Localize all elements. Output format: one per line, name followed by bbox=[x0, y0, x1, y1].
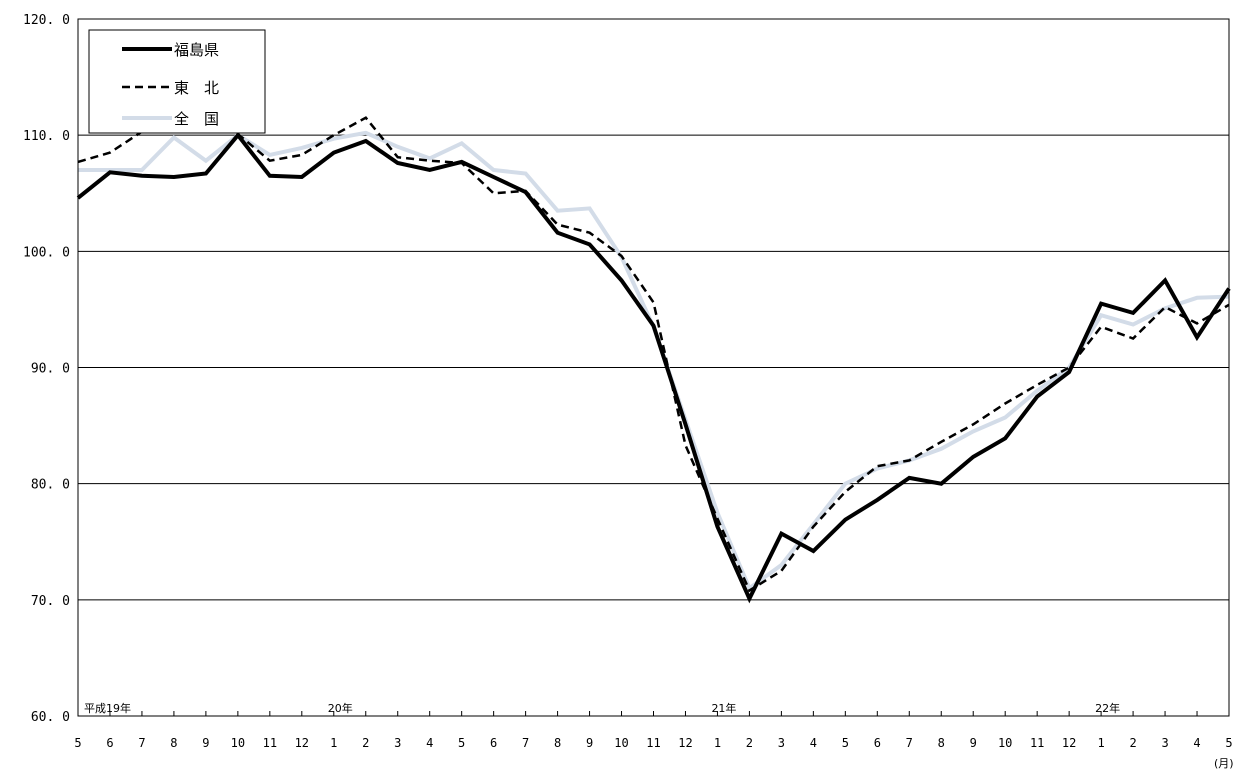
year-labels: 平成19年 20年 21年 22年 bbox=[84, 701, 1120, 715]
x-tick-label: 1 bbox=[714, 736, 721, 750]
y-tick-label: 100. 0 bbox=[23, 245, 70, 260]
x-tick-label: 11 bbox=[646, 736, 660, 750]
year-label: 22年 bbox=[1095, 701, 1120, 715]
legend: 福島県 東 北 全 国 bbox=[88, 29, 266, 134]
x-tick-label: 9 bbox=[202, 736, 209, 750]
y-tick-label: 60. 0 bbox=[31, 710, 70, 725]
x-tick-label: 5 bbox=[74, 736, 81, 750]
x-tick-label: 5 bbox=[842, 736, 849, 750]
x-tick-label: 4 bbox=[426, 736, 433, 750]
x-tick-label: 2 bbox=[1129, 736, 1136, 750]
legend-label-fukushima: 福島県 bbox=[174, 41, 219, 59]
x-tick-label: 6 bbox=[490, 736, 497, 750]
x-tick-labels: 5 6 7 8 9 10 11 12 1 2 3 4 5 6 7 8 9 10 11 12 1 2 3 4 5 6 7 8 9 10 11 1… bbox=[74, 711, 1233, 750]
x-tick-label: 10 bbox=[231, 736, 245, 750]
series-line-2 bbox=[78, 130, 1230, 592]
x-tick-label: 8 bbox=[554, 736, 561, 750]
x-tick-label: 11 bbox=[263, 736, 277, 750]
x-tick-label: 6 bbox=[106, 736, 113, 750]
year-label: 20年 bbox=[328, 701, 353, 715]
x-tick-label: 10 bbox=[614, 736, 628, 750]
year-label: 平成19年 bbox=[84, 701, 131, 715]
x-tick-label: 12 bbox=[295, 736, 309, 750]
x-tick-label: 5 bbox=[1225, 736, 1232, 750]
x-tick-label: 11 bbox=[1030, 736, 1044, 750]
legend-label-zenkoku: 全 国 bbox=[174, 110, 219, 128]
y-tick-label: 110. 0 bbox=[23, 129, 70, 144]
y-tick-label: 70. 0 bbox=[31, 594, 70, 609]
month-unit-label: (月) bbox=[1214, 757, 1234, 770]
x-tick-label: 12 bbox=[678, 736, 692, 750]
x-tick-label: 10 bbox=[998, 736, 1012, 750]
x-tick-label: 2 bbox=[746, 736, 753, 750]
legend-label-tohoku: 東 北 bbox=[174, 79, 219, 97]
series-line-1 bbox=[77, 116, 1230, 593]
x-tick-label: 7 bbox=[138, 736, 145, 750]
x-tick-label: 7 bbox=[522, 736, 529, 750]
legend-box bbox=[88, 29, 266, 134]
y-tick-labels: 60. 0 70. 0 80. 0 90. 0 100. 0 110. 0 120. 0 bbox=[23, 13, 70, 725]
x-tick-label: 9 bbox=[586, 736, 593, 750]
x-tick-label: 9 bbox=[970, 736, 977, 750]
series-lines bbox=[76, 116, 1231, 604]
x-tick-label: 2 bbox=[362, 736, 369, 750]
x-tick-label: 1 bbox=[330, 736, 337, 750]
x-tick-label: 6 bbox=[874, 736, 881, 750]
x-tick-label: 3 bbox=[1161, 736, 1168, 750]
x-tick-label: 12 bbox=[1062, 736, 1076, 750]
x-tick-label: 3 bbox=[394, 736, 401, 750]
x-tick-label: 5 bbox=[458, 736, 465, 750]
x-tick-label: 4 bbox=[810, 736, 817, 750]
x-tick-label: 8 bbox=[170, 736, 177, 750]
y-tick-label: 80. 0 bbox=[31, 478, 70, 493]
series-line-0 bbox=[76, 132, 1231, 604]
x-tick-label: 4 bbox=[1193, 736, 1200, 750]
gridlines bbox=[78, 134, 1229, 601]
year-label: 21年 bbox=[711, 701, 736, 715]
y-tick-label: 90. 0 bbox=[31, 362, 70, 377]
x-tick-label: 7 bbox=[906, 736, 913, 750]
x-tick-label: 1 bbox=[1097, 736, 1104, 750]
y-tick-label: 120. 0 bbox=[23, 13, 70, 28]
x-tick-label: 3 bbox=[778, 736, 785, 750]
x-tick-label: 8 bbox=[938, 736, 945, 750]
